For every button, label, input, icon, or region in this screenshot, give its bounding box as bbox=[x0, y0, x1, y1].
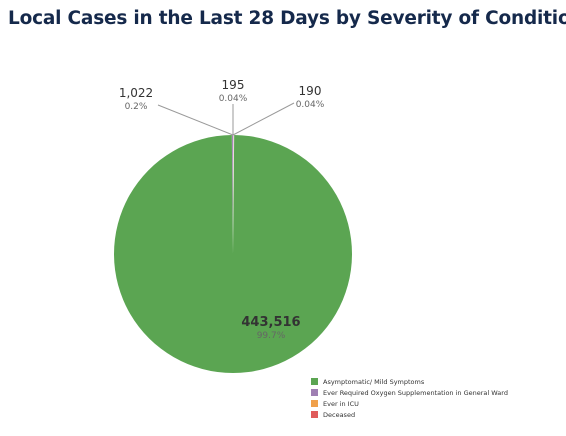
legend-label-oxygen: Ever Required Oxygen Supplementation in … bbox=[323, 388, 508, 397]
percent-label-asymptomatic: 99.7% bbox=[257, 331, 286, 341]
pie-slices bbox=[113, 134, 353, 373]
legend: Asymptomatic/ Mild Symptoms Ever Require… bbox=[311, 376, 508, 420]
percent-label-icu: 0.04% bbox=[219, 94, 248, 104]
value-label-deceased: 190 bbox=[299, 84, 322, 98]
leader-line-deceased bbox=[232, 102, 295, 136]
leader-line-oxygen bbox=[157, 104, 234, 136]
legend-swatch-icu bbox=[311, 400, 318, 407]
percent-label-oxygen: 0.2% bbox=[125, 102, 148, 112]
leader-lines bbox=[157, 102, 295, 136]
legend-label-asymptomatic: Asymptomatic/ Mild Symptoms bbox=[323, 377, 425, 386]
value-label-oxygen: 1,022 bbox=[119, 86, 153, 100]
value-label-asymptomatic: 443,516 bbox=[241, 315, 300, 330]
legend-swatch-deceased bbox=[311, 411, 318, 418]
percent-label-deceased: 0.04% bbox=[296, 100, 325, 110]
chart-title: Local Cases in the Last 28 Days by Sever… bbox=[8, 8, 566, 29]
legend-item-icu: Ever in ICU bbox=[311, 398, 508, 409]
pie-slice-asymptomatic bbox=[113, 135, 353, 373]
legend-item-asymptomatic: Asymptomatic/ Mild Symptoms bbox=[311, 376, 508, 387]
legend-label-icu: Ever in ICU bbox=[323, 399, 359, 408]
legend-swatch-asymptomatic bbox=[311, 378, 318, 385]
legend-label-deceased: Deceased bbox=[323, 410, 356, 419]
legend-swatch-oxygen bbox=[311, 389, 318, 396]
legend-item-oxygen: Ever Required Oxygen Supplementation in … bbox=[311, 387, 508, 398]
value-label-icu: 195 bbox=[222, 78, 245, 92]
legend-item-deceased: Deceased bbox=[311, 409, 508, 420]
